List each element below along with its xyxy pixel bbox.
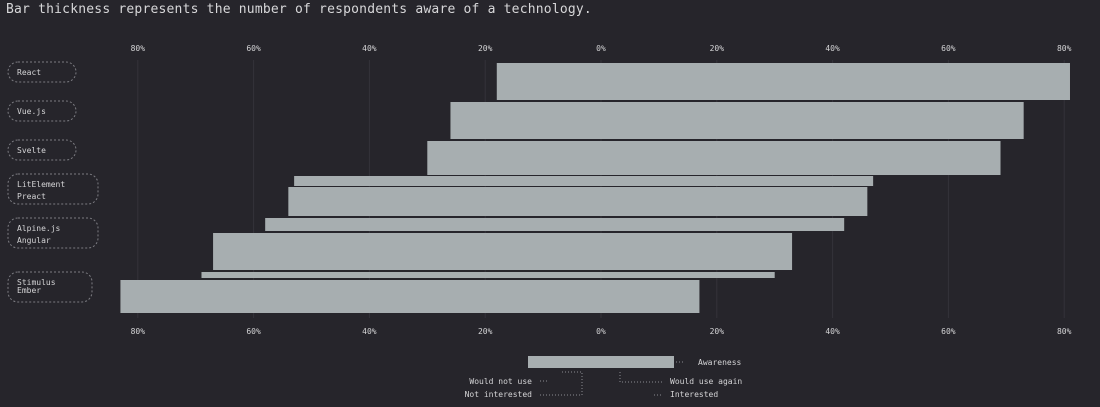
bar-preact[interactable]: [288, 187, 868, 216]
category-label-svelte: Svelte: [17, 146, 46, 155]
category-label-preact: Preact: [17, 192, 46, 201]
bar-litelement[interactable]: [294, 176, 874, 186]
legend-would-not-use-label: Would not use: [469, 377, 532, 386]
tick-label-top: 20%: [478, 44, 493, 53]
legend-connector: [619, 372, 664, 383]
chart-caption: Bar thickness represents the number of r…: [6, 2, 592, 17]
tick-label-top: 80%: [131, 44, 146, 53]
bar-ember[interactable]: [120, 280, 700, 313]
bar-alpine-js[interactable]: [265, 218, 845, 231]
category-label-stimulus: Stimulus: [17, 278, 56, 287]
tick-label-bottom: 40%: [362, 327, 377, 336]
tick-label-top: 80%: [1057, 44, 1072, 53]
tick-label-bottom: 60%: [941, 327, 956, 336]
tick-label-bottom: 60%: [246, 327, 261, 336]
category-label-ember: Ember: [17, 286, 41, 295]
label-pill-svelte[interactable]: [7, 139, 77, 161]
category-label-vue-js: Vue.js: [17, 107, 46, 116]
label-pill-react[interactable]: [7, 61, 77, 83]
legend-interested-label: Interested: [670, 390, 718, 399]
tick-label-bottom: 20%: [710, 327, 725, 336]
legend-connector: [540, 371, 583, 396]
tick-label-bottom: 80%: [131, 327, 146, 336]
tick-label-top: 40%: [825, 44, 840, 53]
tick-label-bottom: 40%: [825, 327, 840, 336]
bar-angular[interactable]: [213, 233, 793, 270]
tick-label-bottom: 0%: [596, 327, 606, 336]
tick-label-bottom: 20%: [478, 327, 493, 336]
category-label-react: React: [17, 68, 41, 77]
bar-svelte[interactable]: [427, 141, 1001, 175]
category-label-angular: Angular: [17, 236, 51, 245]
legend-not-interested-label: Not interested: [465, 390, 533, 399]
tick-label-top: 0%: [596, 44, 606, 53]
legend-would-use-again-label: Would use again: [670, 377, 742, 386]
legend-awareness-label: Awareness: [698, 358, 742, 367]
category-label-alpine-js: Alpine.js: [17, 224, 61, 233]
tick-label-top: 60%: [246, 44, 261, 53]
tick-label-top: 40%: [362, 44, 377, 53]
category-label-litelement: LitElement: [17, 180, 65, 189]
label-pill-litelement[interactable]: [7, 173, 99, 205]
label-pill-vue-js[interactable]: [7, 100, 77, 122]
label-pill-alpine-js[interactable]: [7, 217, 99, 249]
label-pill-stimulus[interactable]: [7, 271, 93, 303]
tick-label-top: 20%: [710, 44, 725, 53]
bar-react[interactable]: [496, 63, 1070, 100]
tick-label-top: 60%: [941, 44, 956, 53]
bar-stimulus[interactable]: [201, 272, 775, 278]
bar-vue-js[interactable]: [450, 102, 1024, 139]
tick-label-bottom: 80%: [1057, 327, 1072, 336]
legend-awareness-swatch: [528, 356, 674, 368]
